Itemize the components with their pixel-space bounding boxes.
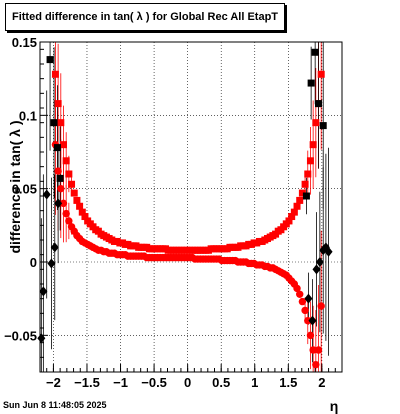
x-tick-label: 0 [184,375,191,390]
x-tick-label: −1 [113,375,128,390]
y-tick-label: 0.1 [19,108,37,123]
square-point [59,141,67,149]
x-tick-label: 1 [251,375,258,390]
circle-point [317,302,325,310]
square-point [53,144,61,152]
circle-point [62,209,70,218]
y-tick-label: 0.15 [12,35,37,50]
square-point [315,100,323,108]
circle-point [304,316,312,325]
plot-frame [39,41,343,373]
square-point [311,48,319,56]
datestamp: Sun Jun 8 11:48:05 2025 [3,400,107,410]
square-point [76,202,84,210]
diamond-point [315,257,324,267]
diamond-point [304,293,313,304]
square-point [309,141,317,149]
circle-point [309,346,317,354]
square-point [307,79,315,87]
circle-point [59,199,68,208]
square-point [302,192,310,200]
x-axis-label: η [330,398,339,414]
y-tick-label: −0.05 [4,328,37,343]
diamond-point [308,315,317,326]
circle-point [312,360,320,369]
square-point [290,208,298,216]
grid-lines [40,41,342,372]
square-point [288,213,296,221]
square-point [306,157,314,165]
square-point [56,174,64,182]
x-tick-label: −0.5 [141,375,167,390]
square-point [54,100,62,108]
circle-point [293,284,301,293]
y-axis-label: difference in tan( λ ) [7,120,23,253]
x-tick-label: −1.5 [74,375,100,390]
square-point [62,157,70,165]
square-point [298,189,306,197]
diamond-point [37,333,46,344]
y-tick-label: 0.05 [12,182,37,197]
x-axis-ticks: −2 −1.5 −1 −0.5 0 0.5 1 1.5 2 [39,364,343,390]
square-point [293,202,301,210]
diamond-point [42,189,51,200]
diamond-point [324,246,333,257]
diamond-point [312,264,321,275]
square-point [46,56,54,64]
square-point [312,119,320,127]
diamond-point [47,258,56,269]
circle-point [306,331,315,340]
y-axis-ticks: −0.05 0 0.05 0.1 0.15 [4,35,48,373]
circle-point [314,346,323,354]
square-point [319,122,327,130]
square-point [73,196,81,204]
square-point [304,170,312,178]
circle-point [54,167,62,175]
x-tick-label: 2 [318,375,325,390]
square-point [57,119,65,127]
circle-point [298,297,307,306]
data-points [37,48,333,369]
square-point [68,180,76,188]
circle-point [57,184,65,193]
square-point [81,213,89,221]
circle-point [301,306,309,315]
square-point [301,180,309,188]
circle-point [296,290,304,298]
diamond-point [39,286,48,297]
square-point [51,70,59,78]
y-tick-label: 0 [30,255,37,270]
diamond-point [54,198,63,209]
diamond-point [50,242,59,253]
circle-point [65,217,73,225]
square-point [285,217,293,225]
square-point [296,196,304,204]
chart-title: Fitted difference in tan( λ ) for Global… [5,3,285,31]
square-point [70,189,78,197]
x-tick-label: 1.5 [279,375,297,390]
square-point [78,208,86,216]
error-bars [40,42,329,372]
square-point [317,70,325,78]
square-point [50,119,58,127]
square-point [65,170,73,178]
x-tick-label: −2 [46,375,61,390]
x-tick-label: 0.5 [212,375,230,390]
